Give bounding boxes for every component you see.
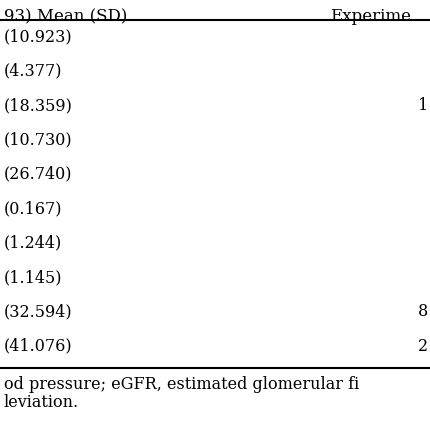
Text: 1: 1 xyxy=(418,97,428,114)
Text: leviation.: leviation. xyxy=(4,394,79,411)
Text: (1.244): (1.244) xyxy=(4,235,62,252)
Text: od pressure; eGFR, estimated glomerular fi: od pressure; eGFR, estimated glomerular … xyxy=(4,376,359,393)
Text: (26.740): (26.740) xyxy=(4,166,73,183)
Text: (32.594): (32.594) xyxy=(4,304,73,320)
Text: (41.076): (41.076) xyxy=(4,338,73,355)
Text: 93) Mean (SD): 93) Mean (SD) xyxy=(4,8,127,25)
Text: (1.145): (1.145) xyxy=(4,269,62,286)
Text: Experime: Experime xyxy=(330,8,411,25)
Text: (0.167): (0.167) xyxy=(4,200,62,217)
Text: (10.730): (10.730) xyxy=(4,132,73,148)
Text: 2: 2 xyxy=(418,338,428,355)
Text: 8: 8 xyxy=(418,304,428,320)
Text: (10.923): (10.923) xyxy=(4,28,73,45)
Text: (18.359): (18.359) xyxy=(4,97,73,114)
Text: (4.377): (4.377) xyxy=(4,63,62,80)
